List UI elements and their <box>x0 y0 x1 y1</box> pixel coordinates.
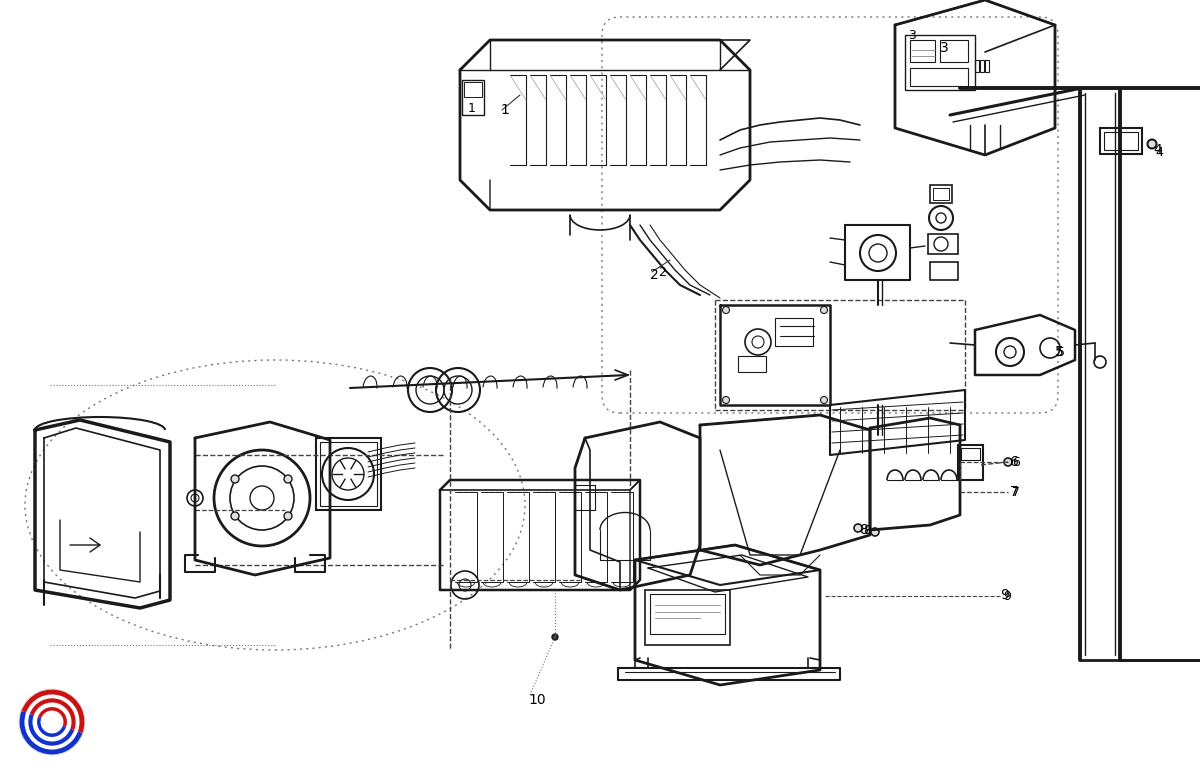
Bar <box>775 318 814 346</box>
Circle shape <box>19 689 85 755</box>
Text: 10: 10 <box>528 693 546 707</box>
Text: 3: 3 <box>940 41 949 55</box>
Circle shape <box>1147 139 1157 149</box>
Bar <box>974 60 979 72</box>
Circle shape <box>821 397 828 404</box>
Bar <box>738 356 766 372</box>
Bar <box>930 185 952 203</box>
Bar <box>910 68 968 86</box>
Bar <box>961 448 980 460</box>
Circle shape <box>232 475 239 483</box>
Bar <box>462 80 484 115</box>
Bar <box>1104 132 1138 150</box>
Text: 8: 8 <box>860 523 869 537</box>
Circle shape <box>552 634 558 640</box>
Bar <box>928 234 958 254</box>
Bar <box>940 40 968 62</box>
Text: 9: 9 <box>1003 590 1010 603</box>
Text: 5: 5 <box>1055 345 1063 359</box>
Text: 2: 2 <box>650 268 659 282</box>
Bar <box>930 262 958 280</box>
Bar <box>985 60 989 72</box>
Text: 7: 7 <box>1012 486 1020 499</box>
Text: 1: 1 <box>468 102 476 114</box>
Circle shape <box>821 306 828 313</box>
Circle shape <box>854 524 862 532</box>
Bar <box>650 594 725 634</box>
Bar <box>316 438 382 510</box>
Text: 4: 4 <box>1153 143 1162 157</box>
Circle shape <box>871 528 878 536</box>
Text: 6: 6 <box>1012 456 1020 469</box>
Text: 6: 6 <box>1010 455 1019 469</box>
Bar <box>320 442 377 506</box>
Circle shape <box>284 475 292 483</box>
Circle shape <box>284 512 292 520</box>
Bar <box>980 60 984 72</box>
Bar <box>1100 128 1142 154</box>
Circle shape <box>232 512 239 520</box>
Bar <box>958 445 983 480</box>
Bar <box>646 590 730 645</box>
Bar <box>910 40 935 62</box>
Text: 8: 8 <box>863 523 871 536</box>
Text: 7: 7 <box>1010 485 1019 499</box>
Text: 2: 2 <box>658 266 666 279</box>
Text: 1: 1 <box>500 103 509 117</box>
Bar <box>932 188 949 200</box>
Text: 3: 3 <box>908 28 916 41</box>
Circle shape <box>1004 458 1012 466</box>
Circle shape <box>722 397 730 404</box>
Bar <box>905 35 974 90</box>
Text: 9: 9 <box>1000 588 1009 602</box>
Text: 4: 4 <box>1154 146 1163 159</box>
Text: 5: 5 <box>1057 345 1064 358</box>
Circle shape <box>722 306 730 313</box>
Bar <box>464 82 482 97</box>
